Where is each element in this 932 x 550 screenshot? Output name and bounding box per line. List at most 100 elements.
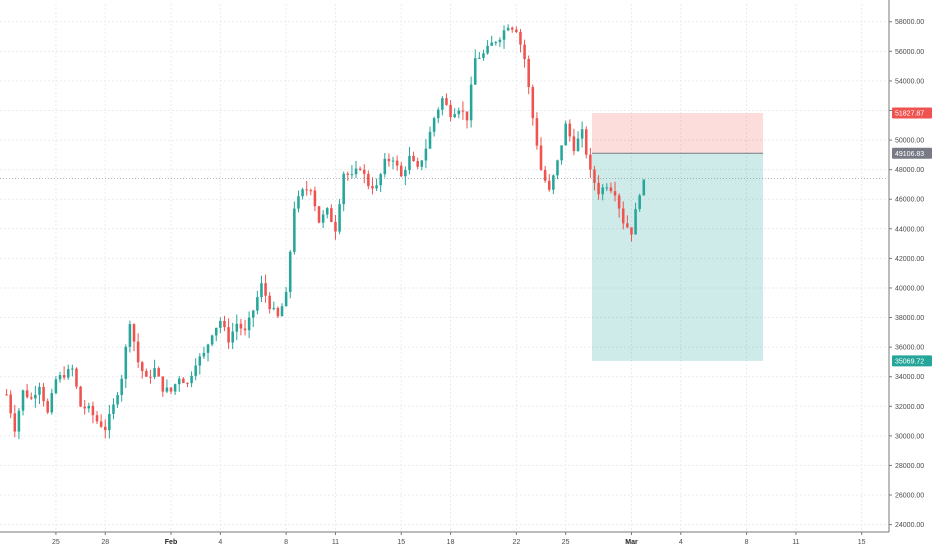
candle-body [465, 111, 469, 121]
candle-body [638, 195, 641, 210]
candle-body [621, 208, 625, 224]
candle-body [441, 98, 444, 110]
candle-body [531, 87, 535, 119]
candle-body [29, 397, 33, 399]
candle-body [103, 426, 107, 431]
candle-body [214, 327, 218, 336]
candle-body [17, 410, 21, 432]
y-tick-label: 54000.00 [895, 78, 924, 85]
candle-body [256, 297, 259, 311]
candle-body [210, 335, 214, 345]
candle-body [50, 393, 54, 413]
candle-body [449, 104, 452, 118]
y-tick-label: 46000.00 [895, 197, 924, 204]
candle-body [169, 387, 173, 392]
candle-body [325, 208, 329, 215]
price-badges: 51827.87 49106.83 35069.72 [892, 107, 932, 367]
candle-body [354, 168, 358, 175]
candle-body [317, 206, 321, 223]
candle-body [412, 155, 415, 162]
candle-body [79, 386, 82, 407]
candle-body [543, 169, 547, 181]
x-tick-label: 15 [858, 539, 866, 546]
candle-body [576, 138, 580, 152]
candle-body [482, 53, 485, 58]
candle-body [605, 187, 609, 189]
candle-body [609, 187, 613, 192]
y-tick-label: 34000.00 [895, 374, 924, 381]
candle-body [260, 283, 263, 298]
candle-body [71, 368, 74, 370]
candle-body [391, 160, 395, 162]
candle-body [473, 58, 477, 85]
candle-body [469, 84, 473, 121]
candle-body [140, 362, 144, 372]
x-tick-label: 15 [397, 539, 405, 546]
candle-body [21, 390, 25, 411]
candle-body [560, 145, 563, 161]
candle-body [165, 387, 169, 392]
x-tick-label: 25 [562, 539, 570, 546]
candle-body [436, 109, 440, 119]
candle-body [46, 401, 49, 413]
candle-body [206, 344, 210, 353]
candle-body [494, 42, 498, 44]
y-tick-label: 44000.00 [895, 226, 924, 233]
candle-body [251, 310, 255, 318]
candle-body [420, 160, 424, 167]
candle-body [556, 160, 559, 176]
candle-body [182, 378, 185, 384]
y-tick-label: 32000.00 [895, 404, 924, 411]
candle-body [136, 341, 140, 363]
price-axis[interactable]: 24000.00 26000.00 28000.00 30000.00 32000.00… [888, 0, 924, 532]
candle-body [350, 174, 354, 176]
candle-body [231, 331, 234, 343]
candle-body [13, 413, 17, 432]
candle-body [432, 118, 436, 132]
candle-body [235, 323, 239, 332]
x-tick-label: 4 [218, 539, 222, 546]
candle-body [498, 39, 502, 43]
candle-body [428, 131, 432, 149]
candle-body [301, 189, 304, 197]
candle-body [617, 195, 621, 209]
candle-body [87, 405, 91, 409]
candle-body [486, 45, 489, 54]
candle-body [190, 375, 193, 384]
y-tick-label: 24000.00 [895, 522, 924, 529]
candle-body [124, 346, 128, 379]
candle-body [572, 136, 576, 152]
candle-body [408, 155, 411, 171]
take-profit-zone [592, 153, 764, 361]
candle-body [634, 209, 637, 235]
candle-body [478, 57, 481, 59]
x-tick-label: 28 [101, 539, 109, 546]
candle-body [194, 365, 197, 376]
x-tick-label: 4 [679, 539, 683, 546]
candle-body [502, 30, 506, 40]
candle-body [108, 413, 111, 431]
grid-lines [0, 4, 888, 532]
y-tick-label: 26000.00 [895, 493, 924, 500]
candle-body [519, 32, 522, 45]
y-tick-label: 56000.00 [895, 49, 924, 56]
candle-body [99, 421, 103, 427]
candle-body [157, 368, 160, 377]
candle-body [9, 394, 12, 414]
candle-body [613, 191, 617, 196]
price-badge [892, 147, 932, 159]
candle-body [630, 227, 633, 235]
price-badge-label: 35069.72 [895, 358, 924, 365]
candle-body [313, 190, 317, 207]
candle-body [387, 158, 391, 162]
time-axis[interactable]: 25 28 Feb 4 8 11 15 18 22 25 Mar 4 8 11 15 [0, 531, 889, 546]
long-position-tool[interactable] [592, 113, 764, 361]
candle-body [515, 29, 518, 33]
price-badge [892, 355, 932, 367]
x-tick-label: 25 [52, 539, 60, 546]
candle-body [25, 390, 29, 398]
candle-body [177, 378, 181, 385]
candle-body [338, 204, 341, 232]
